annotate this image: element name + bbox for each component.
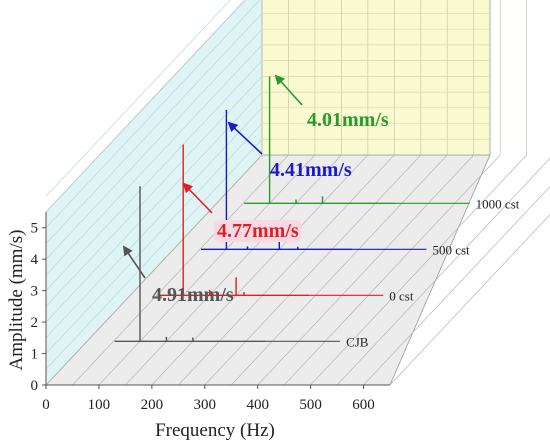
- floor-gridline: [389, 214, 550, 386]
- peak-point: [225, 109, 228, 112]
- y-tick-label: 5: [31, 221, 39, 237]
- wall-gridline: [45, 60, 263, 291]
- x-tick-label: 600: [352, 397, 375, 413]
- floor-gridline: [72, 154, 289, 386]
- annotation-arrow: [274, 74, 303, 106]
- floor-gridline: [204, 154, 422, 386]
- wall-gridline: [45, 0, 261, 228]
- series-layer: 1000 cst 500 cst 0 cst CJB: [114, 76, 520, 349]
- wall-gridline: [45, 44, 263, 276]
- peak-point: [246, 246, 249, 248]
- x-tick-label: 200: [141, 397, 164, 413]
- y-tick-label: 2: [31, 315, 39, 331]
- annotation-arrow: [122, 245, 146, 279]
- x-tick-label: 0: [42, 397, 50, 413]
- x-tick-label: 400: [246, 397, 269, 413]
- floor-gridline: [230, 154, 448, 386]
- floor-gridline: [98, 154, 316, 386]
- y-tick-label: 0: [31, 378, 39, 394]
- floor-gridline: [151, 154, 369, 386]
- peak-point: [139, 186, 141, 188]
- y-tick-label: 4: [31, 252, 39, 268]
- wall-gridline: [45, 0, 231, 197]
- peak-point: [192, 337, 194, 340]
- peak-point: [243, 292, 245, 294]
- series-1000-cst: 1000 cst: [244, 76, 520, 211]
- peak-point: [295, 199, 297, 201]
- floor-gridline: [283, 154, 501, 386]
- peak-point: [297, 246, 299, 249]
- annotation-arrow: [227, 121, 263, 155]
- back-wall-pane: [261, 0, 491, 156]
- series-label: 0 cst: [389, 288, 414, 303]
- series-500-cst: 500 cst: [201, 109, 470, 257]
- floor-gridline: [310, 154, 527, 386]
- peak-point: [321, 196, 324, 198]
- series-label: CJB: [346, 334, 369, 349]
- floor-gridline: [178, 154, 395, 386]
- peak-point: [165, 336, 168, 339]
- peak-value-label: 4.77mm/s: [217, 220, 299, 242]
- annotation-arrow: [182, 182, 213, 214]
- peak-point: [268, 76, 271, 78]
- series-0-cst: 0 cst: [157, 144, 414, 303]
- floor-gridline: [363, 185, 550, 386]
- peak-point: [182, 144, 184, 147]
- wall-gridline: [45, 0, 246, 213]
- wall-gridline: [45, 28, 263, 260]
- x-axis-label: Frequency (Hz): [155, 420, 275, 441]
- wall-gridline: [45, 13, 263, 244]
- floor-gridline: [257, 154, 474, 386]
- peak-value-label: 4.91mm/s: [152, 284, 234, 306]
- annotations: 4.01mm/s 4.41mm/s 4.77mm/s 4.91mm/s: [122, 74, 389, 306]
- series-cjb: CJB: [114, 186, 369, 349]
- y-tick-label: 1: [31, 347, 39, 363]
- y-axis-label: Amplitude (mm/s): [6, 230, 27, 371]
- peak-value-label: 4.41mm/s: [270, 159, 352, 181]
- peak-label-background: [214, 220, 302, 242]
- x-tick-label: 100: [88, 397, 111, 413]
- peak-value-label: 4.01mm/s: [307, 109, 389, 131]
- x-tick-label: 500: [299, 397, 322, 413]
- axes: 0 100 200 300 400 500 600 0 1 2 3 4 5: [31, 212, 390, 413]
- floor-gridline: [125, 154, 342, 386]
- x-tick-label: 300: [194, 397, 217, 413]
- series-label: 500 cst: [432, 242, 470, 257]
- peak-point: [235, 277, 237, 279]
- y-tick-label: 3: [31, 284, 39, 300]
- grid: [45, 0, 550, 386]
- peak-point: [208, 289, 211, 292]
- series-label: 1000 cst: [476, 196, 520, 211]
- floor-gridline: [336, 157, 550, 386]
